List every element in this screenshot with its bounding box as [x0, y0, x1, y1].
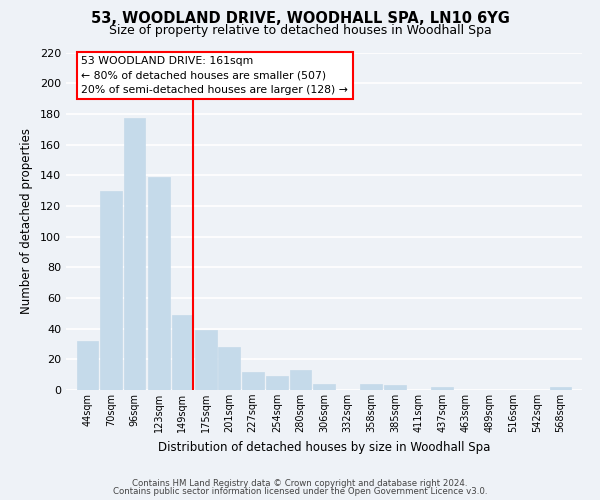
Text: Size of property relative to detached houses in Woodhall Spa: Size of property relative to detached ho…	[109, 24, 491, 37]
Bar	[172, 315, 193, 390]
Bar	[360, 384, 382, 390]
Text: 53 WOODLAND DRIVE: 161sqm
← 80% of detached houses are smaller (507)
20% of semi: 53 WOODLAND DRIVE: 161sqm ← 80% of detac…	[82, 56, 349, 94]
Bar	[266, 376, 288, 390]
X-axis label: Distribution of detached houses by size in Woodhall Spa: Distribution of detached houses by size …	[158, 440, 490, 454]
Text: Contains public sector information licensed under the Open Government Licence v3: Contains public sector information licen…	[113, 487, 487, 496]
Bar	[100, 190, 122, 390]
Bar	[148, 177, 170, 390]
Bar	[195, 330, 217, 390]
Bar	[550, 387, 571, 390]
Text: Contains HM Land Registry data © Crown copyright and database right 2024.: Contains HM Land Registry data © Crown c…	[132, 478, 468, 488]
Bar	[290, 370, 311, 390]
Bar	[77, 341, 98, 390]
Bar	[124, 118, 145, 390]
Bar	[313, 384, 335, 390]
Bar	[242, 372, 263, 390]
Bar	[218, 347, 240, 390]
Bar	[431, 387, 453, 390]
Text: 53, WOODLAND DRIVE, WOODHALL SPA, LN10 6YG: 53, WOODLAND DRIVE, WOODHALL SPA, LN10 6…	[91, 11, 509, 26]
Y-axis label: Number of detached properties: Number of detached properties	[20, 128, 33, 314]
Bar	[385, 386, 406, 390]
